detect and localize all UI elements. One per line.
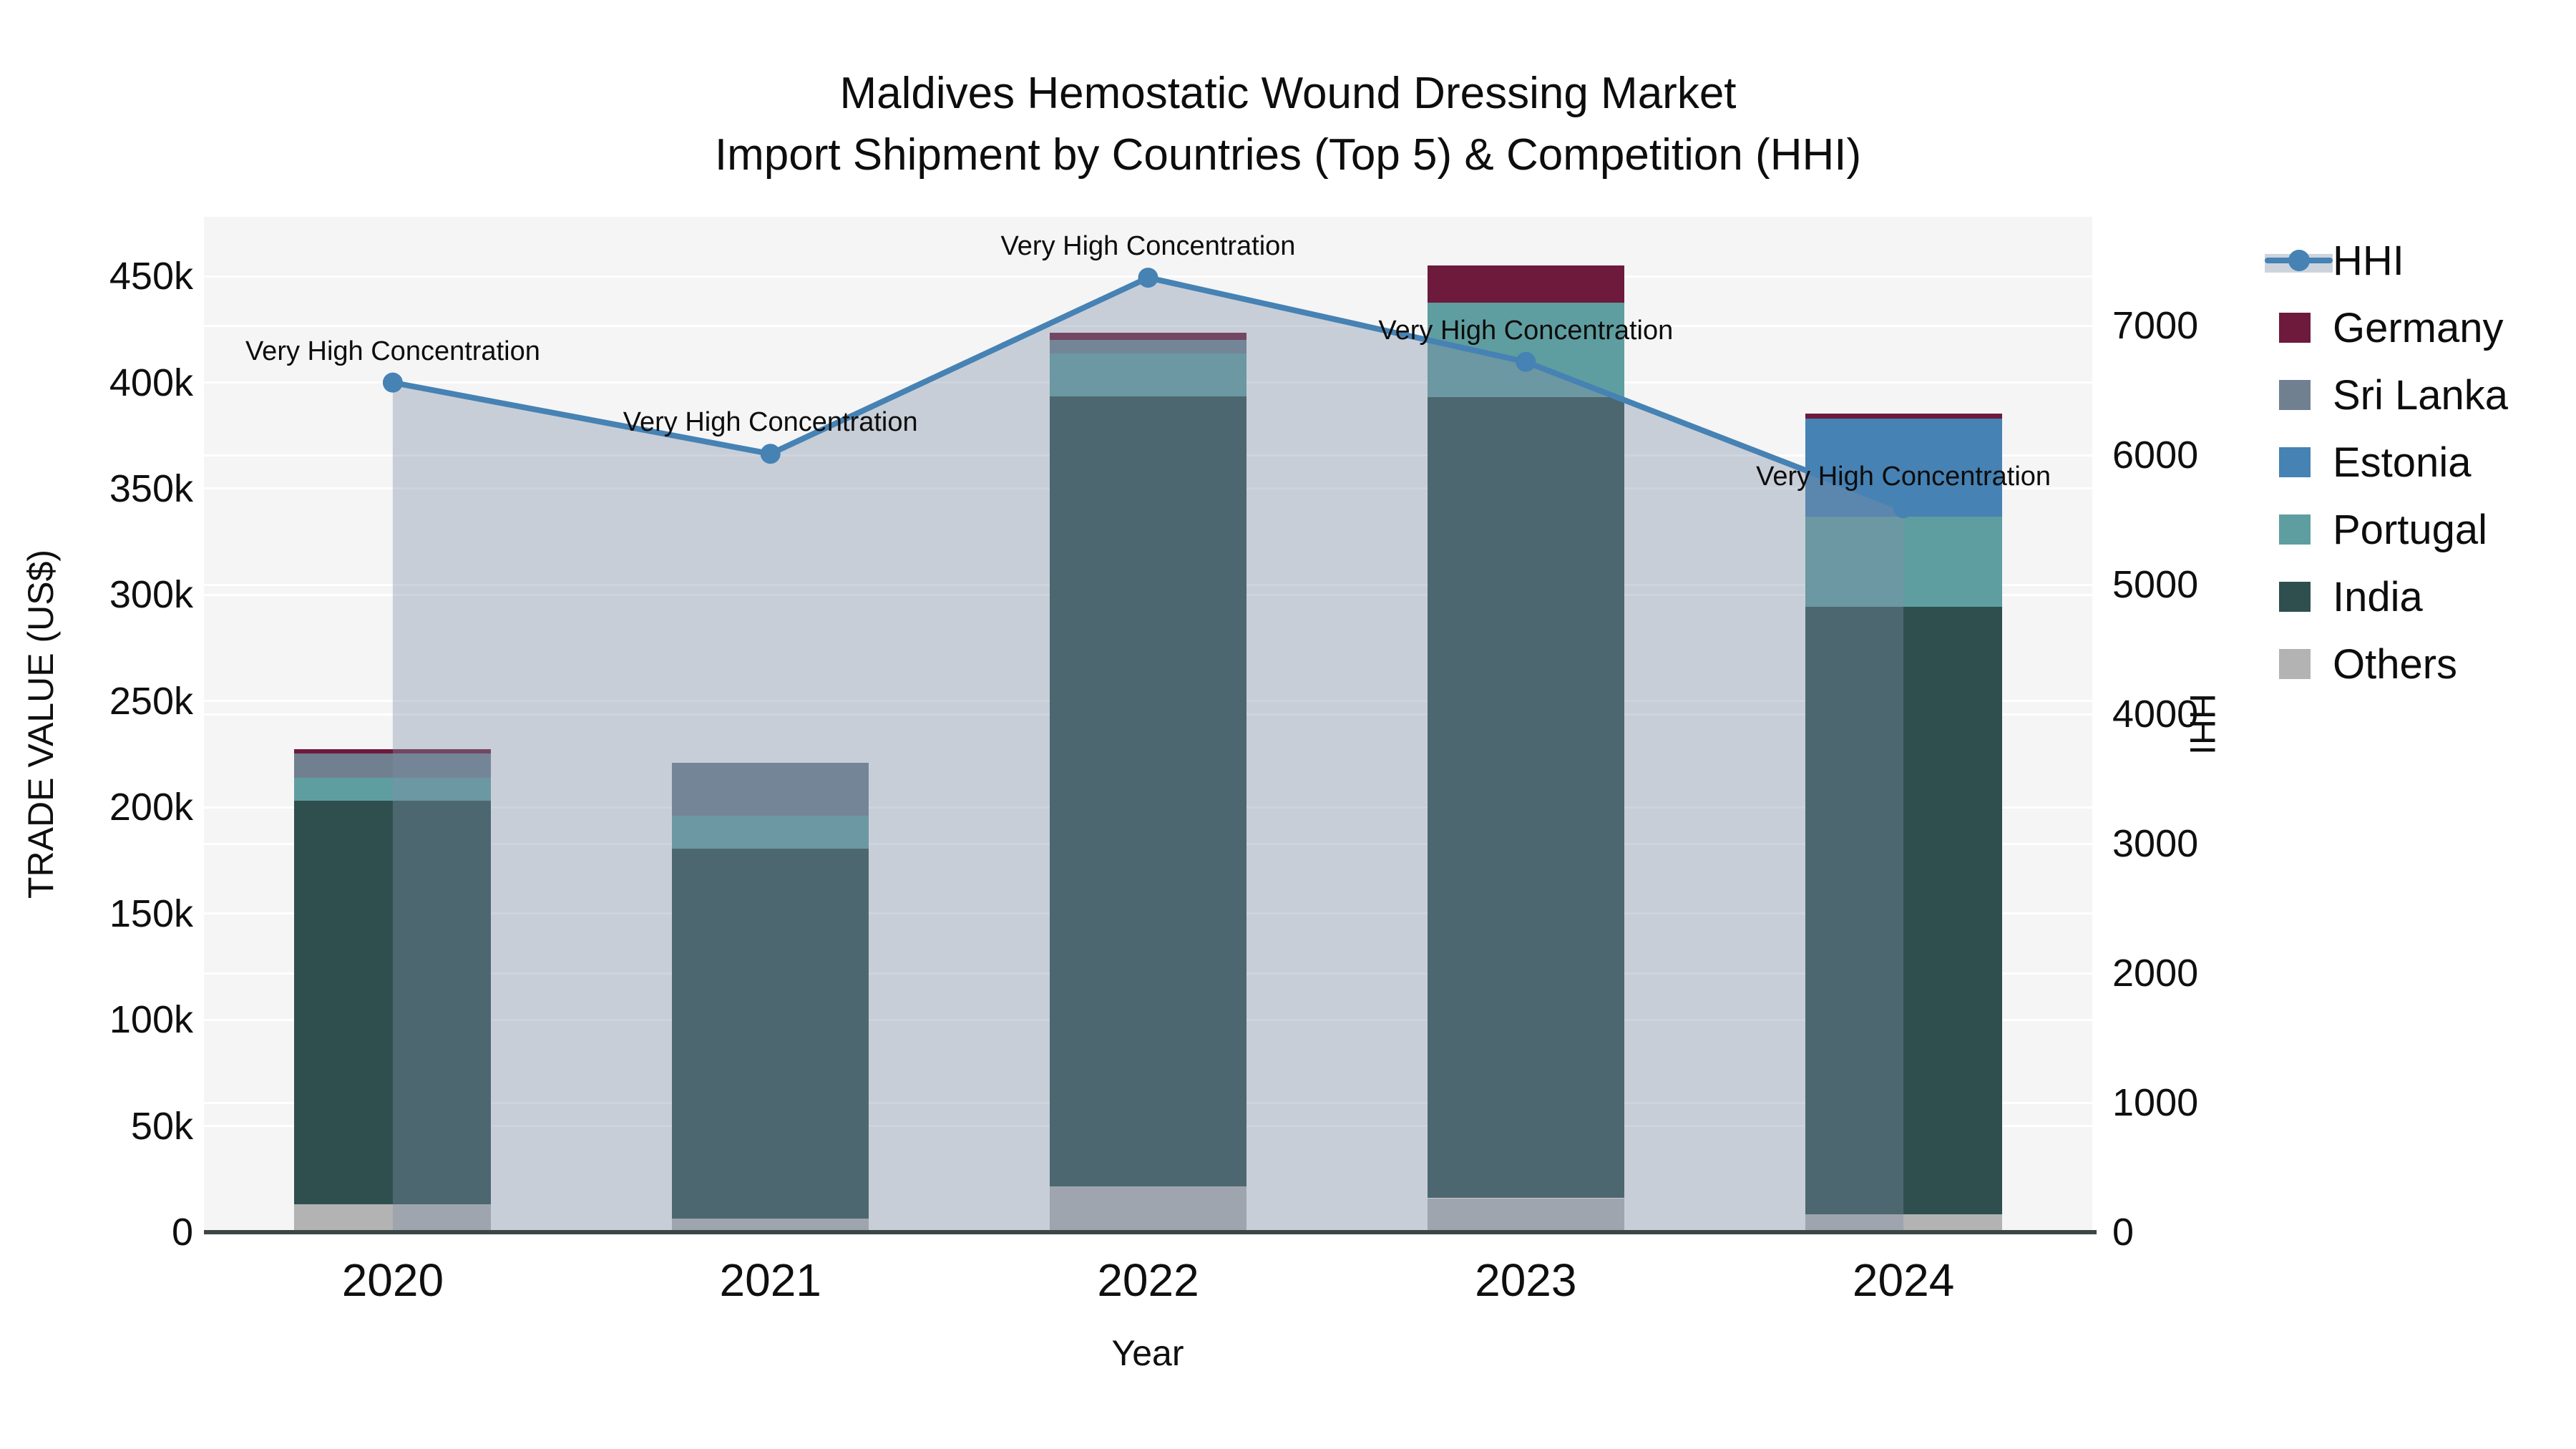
legend-glyph-portugal [2265,496,2333,563]
x-tick-2024: 2024 [1852,1254,1955,1306]
bar-segment-germany-2022[interactable] [1050,332,1246,341]
bar-segment-portugal-2022[interactable] [1050,353,1246,396]
x-tick-2021: 2021 [719,1254,821,1306]
legend-item-portugal[interactable]: Portugal [2265,496,2508,563]
y-right-tick-6000: 6000 [2112,434,2199,477]
y-left-tick-350k: 350k [109,467,193,510]
chart-title: Maldives Hemostatic Wound Dressing Marke… [0,63,2576,186]
legend-glyph-india [2265,563,2333,630]
bar-segment-germany-2023[interactable] [1427,265,1624,303]
x-tick-2022: 2022 [1097,1254,1199,1306]
x-axis-line [204,1230,2097,1234]
y-left-tick-200k: 200k [109,786,193,829]
hhi-legend-glyph [2265,227,2333,294]
bar-segment-others-2023[interactable] [1427,1198,1624,1232]
chart-title-line2: Import Shipment by Countries (Top 5) & C… [714,130,1862,180]
annotation-2021: Very High Concentration [623,407,918,438]
legend-glyph-others [2265,630,2333,698]
bar-segment-india-2023[interactable] [1427,397,1624,1199]
legend-swatch-india [2279,582,2311,612]
annotation-2022: Very High Concentration [1000,231,1296,262]
gridline-trade-450000 [204,275,2092,278]
y-right-tick-4000: 4000 [2112,693,2199,736]
legend-swatch-portugal [2279,514,2311,545]
legend-label-hhi: HHI [2333,237,2404,284]
y-left-tick-300k: 300k [109,573,193,617]
legend-item-others[interactable]: Others [2265,630,2508,698]
annotation-2020: Very High Concentration [245,336,540,366]
bar-segment-portugal-2021[interactable] [672,816,869,849]
legend-label-portugal: Portugal [2333,506,2488,553]
bar-segment-others-2024[interactable] [1805,1214,2002,1232]
legend-item-estonia[interactable]: Estonia [2265,429,2508,496]
y-left-tick-100k: 100k [109,998,193,1042]
bar-segment-sri-lanka-2022[interactable] [1050,340,1246,354]
bar-segment-portugal-2020[interactable] [294,777,492,801]
chart-title-line1: Maldives Hemostatic Wound Dressing Marke… [839,69,1737,118]
y-left-tick-50k: 50k [130,1104,193,1148]
bar-segment-others-2022[interactable] [1050,1186,1246,1232]
y-axis-left-title: TRADE VALUE (US$) [21,549,61,899]
x-axis-title: Year [1111,1333,1184,1373]
bar-segment-germany-2024[interactable] [1805,413,2002,419]
hhi-marker-icon [2288,250,2310,271]
y-right-tick-5000: 5000 [2112,563,2199,607]
bar-segment-india-2021[interactable] [672,849,869,1219]
bar-segment-others-2021[interactable] [672,1218,869,1232]
legend-swatch-sri-lanka [2279,380,2311,410]
legend-item-sri-lanka[interactable]: Sri Lanka [2265,361,2508,429]
legend-label-others: Others [2333,640,2458,688]
y-left-tick-450k: 450k [109,255,193,298]
bar-segment-sri-lanka-2021[interactable] [672,762,869,816]
y-right-tick-7000: 7000 [2112,304,2199,348]
legend-item-germany[interactable]: Germany [2265,294,2508,361]
bar-segment-india-2024[interactable] [1805,606,2002,1214]
x-tick-2023: 2023 [1475,1254,1577,1306]
y-axis-right-title: HHI [2182,693,2223,756]
bar-segment-germany-2020[interactable] [294,748,492,753]
y-right-tick-0: 0 [2112,1211,2135,1254]
legend-label-germany: Germany [2333,304,2504,351]
legend-label-india: India [2333,573,2423,620]
legend-swatch-others [2279,649,2311,679]
y-right-tick-1000: 1000 [2112,1081,2199,1124]
y-right-tick-3000: 3000 [2112,822,2199,865]
y-left-tick-250k: 250k [109,679,193,723]
gridline-hhi-7000 [204,324,2092,327]
bar-segment-portugal-2024[interactable] [1805,516,2002,607]
legend: HHI Germany Sri Lanka Estonia Portugal India O… [2265,227,2508,698]
y-left-tick-400k: 400k [109,361,193,404]
legend-glyph-estonia [2265,429,2333,496]
legend-label-estonia: Estonia [2333,439,2472,486]
bar-segment-sri-lanka-2020[interactable] [294,753,492,778]
legend-label-sri-lanka: Sri Lanka [2333,371,2509,419]
annotation-2024: Very High Concentration [1756,462,2051,492]
legend-glyph-germany [2265,294,2333,361]
legend-item-hhi[interactable]: HHI [2265,227,2508,294]
bar-segment-india-2020[interactable] [294,801,492,1205]
y-left-tick-150k: 150k [109,892,193,935]
y-right-tick-2000: 2000 [2112,952,2199,995]
legend-item-india[interactable]: India [2265,563,2508,630]
legend-swatch-estonia [2279,447,2311,477]
x-tick-2020: 2020 [341,1254,444,1306]
legend-glyph-sri-lanka [2265,361,2333,429]
legend-swatch-germany [2279,313,2311,343]
bar-segment-india-2022[interactable] [1050,396,1246,1187]
bar-segment-others-2020[interactable] [294,1204,492,1232]
annotation-2023: Very High Concentration [1378,315,1674,346]
y-left-tick-0: 0 [171,1211,193,1254]
